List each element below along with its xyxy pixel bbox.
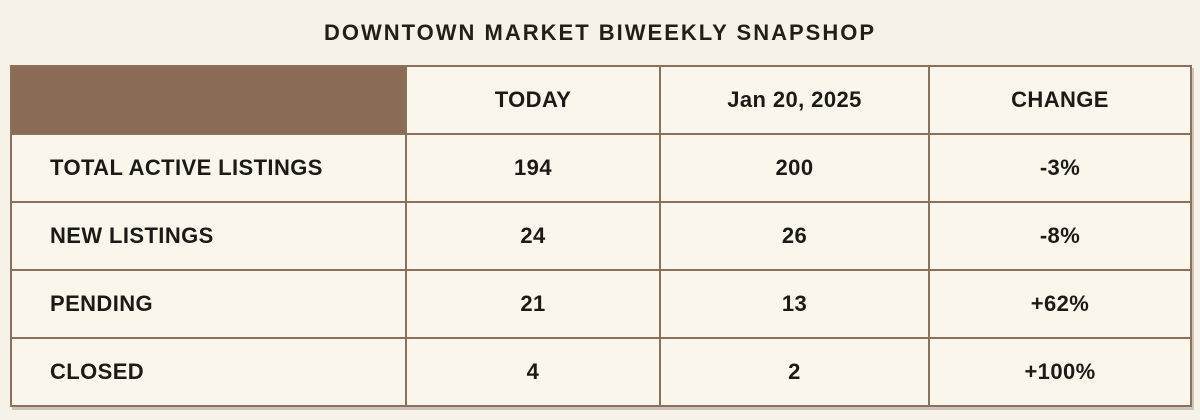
page-title: DOWNTOWN MARKET BIWEEKLY SNAPSHOP (323, 20, 877, 45)
table-row-new-listings: NEW LISTINGS 24 26 -8% (10, 201, 1192, 271)
row-label: PENDING (10, 269, 407, 339)
table-row-pending: PENDING 21 13 +62% (10, 269, 1192, 339)
cell-today-value: 194 (405, 133, 661, 203)
header-corner-cell (10, 65, 407, 135)
header-row: TODAY Jan 20, 2025 CHANGE (10, 65, 1192, 135)
cell-change-value: +62% (928, 269, 1192, 339)
header-change: CHANGE (928, 65, 1192, 135)
header-date: Jan 20, 2025 (659, 65, 930, 135)
cell-change-value: -3% (928, 133, 1192, 203)
cell-previous-value: 2 (659, 337, 930, 407)
cell-change-value: -8% (928, 201, 1192, 271)
header-today: TODAY (405, 65, 661, 135)
cell-today-value: 21 (405, 269, 661, 339)
table-row-total-active-listings: TOTAL ACTIVE LISTINGS 194 200 -3% (10, 133, 1192, 203)
cell-today-value: 4 (405, 337, 661, 407)
cell-previous-value: 26 (659, 201, 930, 271)
cell-change-value: +100% (928, 337, 1192, 407)
row-label: TOTAL ACTIVE LISTINGS (10, 133, 407, 203)
cell-previous-value: 13 (659, 269, 930, 339)
row-label: CLOSED (10, 337, 407, 407)
market-snapshot-table: TODAY Jan 20, 2025 CHANGE TOTAL ACTIVE L… (10, 65, 1192, 407)
row-label: NEW LISTINGS (10, 201, 407, 271)
table-row-closed: CLOSED 4 2 +100% (10, 337, 1192, 407)
cell-previous-value: 200 (659, 133, 930, 203)
cell-today-value: 24 (405, 201, 661, 271)
